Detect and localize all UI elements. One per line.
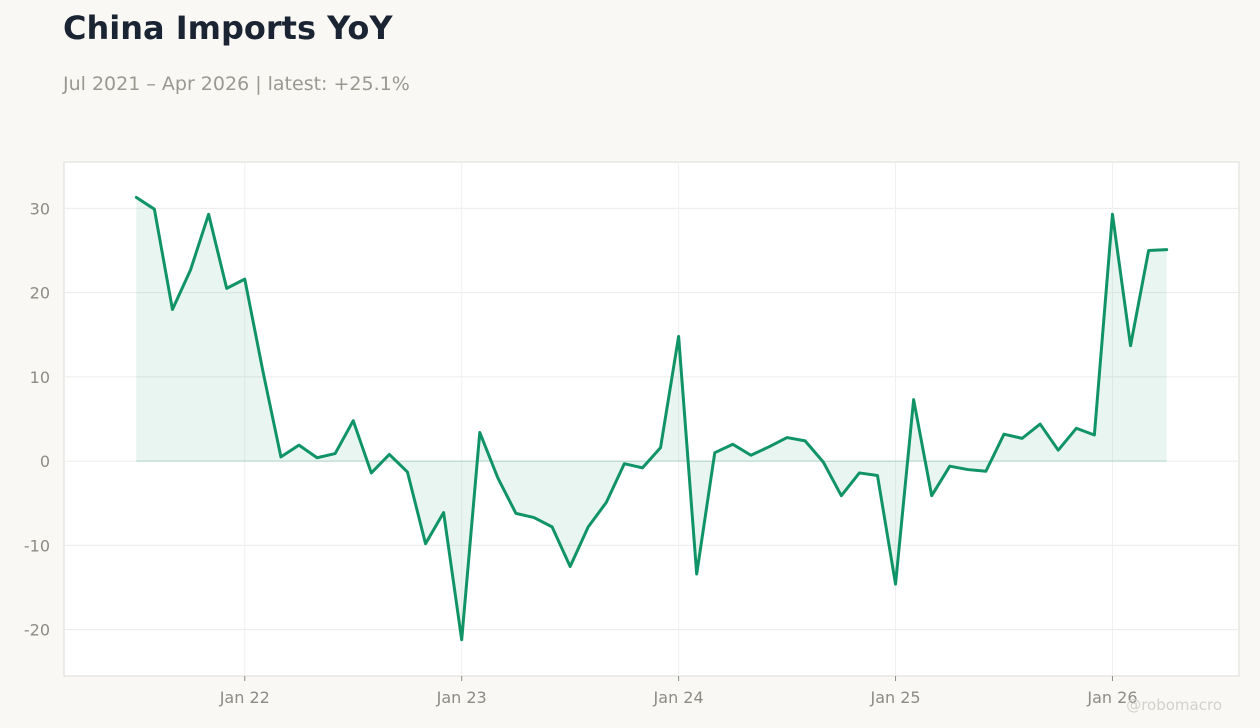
grid-lines [64, 162, 1239, 676]
plot-area [63, 161, 1240, 677]
x-axis: Jan 22 Jan 23 Jan 24 Jan 25 Jan 26 [219, 676, 1138, 707]
y-axis: 30 20 10 0 -10 -20 [24, 199, 50, 639]
watermark: @robomacro [1126, 696, 1222, 714]
y-tick-label: 10 [30, 368, 50, 387]
y-tick-label: 0 [40, 452, 50, 471]
x-tick-label: Jan 22 [219, 688, 270, 707]
x-tick-label: Jan 26 [1086, 688, 1137, 707]
x-tick-label: Jan 23 [436, 688, 487, 707]
series-line [134, 195, 1169, 642]
x-tick-label: Jan 25 [869, 688, 920, 707]
y-tick-label: 30 [30, 199, 50, 218]
y-tick-label: -20 [24, 621, 50, 640]
y-tick-label: 20 [30, 284, 50, 303]
x-tick-label: Jan 24 [653, 688, 704, 707]
y-tick-label: -10 [24, 536, 50, 555]
chart-title: China Imports YoY [63, 9, 393, 47]
chart-subtitle: Jul 2021 – Apr 2026 | latest: +25.1% [63, 73, 410, 95]
area-layer [134, 195, 1169, 642]
